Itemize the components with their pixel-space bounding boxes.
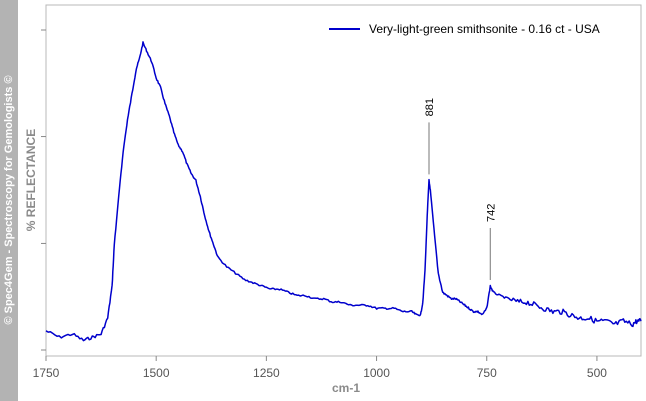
x-axis-label: cm-1	[331, 381, 361, 395]
x-tick-label: 1250	[253, 366, 280, 380]
annotations: 881 742	[424, 98, 497, 280]
peak-label-881: 881	[424, 98, 436, 116]
legend-label: Very-light-green smithsonite - 0.16 ct -…	[369, 22, 600, 36]
plot-frame	[45, 4, 642, 357]
spectrum-line-0	[45, 41, 642, 342]
copyright-sidebar: © Spec4Gem - Spectroscopy for Gemologist…	[0, 0, 18, 401]
x-tick-label: 1750	[33, 366, 60, 380]
x-tick-label: 750	[477, 366, 497, 380]
x-tick-label: 1000	[363, 366, 390, 380]
x-tick-label: 1500	[143, 366, 170, 380]
peak-label-742: 742	[485, 204, 497, 222]
legend: Very-light-green smithsonite - 0.16 ct -…	[329, 22, 600, 36]
x-tick-label: 500	[587, 366, 607, 380]
plot-area	[45, 41, 642, 342]
axes: 1750 1500 1250 1000 750 500	[33, 4, 642, 380]
